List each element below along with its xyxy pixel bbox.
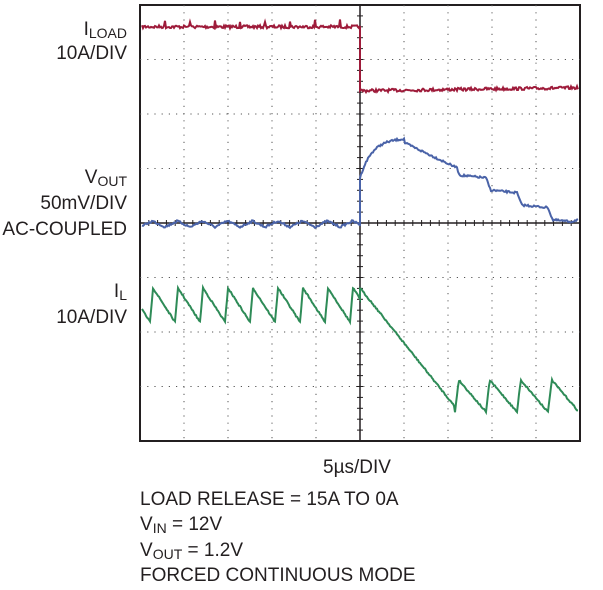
- vout-label: VOUT: [84, 167, 127, 189]
- il-label: IL: [113, 281, 127, 303]
- condition-load-release: LOAD RELEASE = 15A TO 0A: [140, 489, 399, 510]
- condition-mode: FORCED CONTINUOUS MODE: [140, 565, 416, 586]
- iload-label: ILOAD: [83, 19, 127, 41]
- vout-scale-label: 50mV/DIV: [40, 193, 127, 214]
- vout-coupling-label: AC-COUPLED: [2, 219, 127, 240]
- vout-trace: [141, 136, 579, 230]
- il-scale-label: 10A/DIV: [56, 307, 127, 328]
- plot-traces: [141, 18, 579, 416]
- iload-scale-label: 10A/DIV: [56, 43, 127, 64]
- condition-vout: VOUT = 1.2V: [140, 540, 243, 562]
- iload-trace: [141, 18, 579, 95]
- il-trace: [141, 283, 579, 416]
- x-axis-label: 5µs/DIV: [323, 457, 391, 478]
- condition-vin: VIN = 12V: [140, 514, 223, 536]
